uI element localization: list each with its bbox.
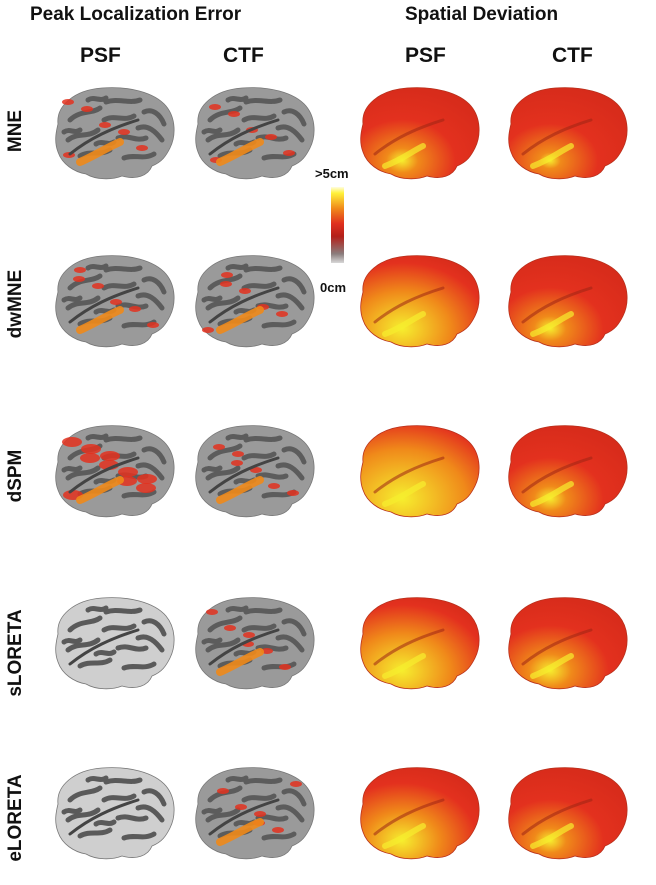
colorbar-max-label: >5cm (315, 166, 349, 181)
row-label-eloreta: eLORETA (5, 774, 26, 862)
brain-map-dwmne-spatial-deviation-ctf (493, 248, 633, 352)
brain-map-mne-peak-localization-error-psf (40, 80, 180, 184)
colorbar (331, 187, 344, 263)
row-label-sloreta: sLORETA (5, 609, 26, 697)
colorbar-min-label: 0cm (320, 280, 347, 295)
row-label-dwmne: dwMNE (5, 269, 26, 339)
brain-map-mne-spatial-deviation-psf (345, 80, 485, 184)
brain-map-dspm-spatial-deviation-psf (345, 418, 485, 522)
brain-map-dspm-peak-localization-error-ctf (180, 418, 320, 522)
brain-map-eloreta-spatial-deviation-psf (345, 760, 485, 864)
brain-map-mne-spatial-deviation-ctf (493, 80, 633, 184)
column-header-ple-ctf: CTF (223, 44, 264, 67)
column-header-ple-psf: PSF (80, 44, 121, 67)
brain-map-eloreta-peak-localization-error-ctf (180, 760, 320, 864)
row-label-dspm: dSPM (5, 449, 26, 503)
brain-map-dwmne-spatial-deviation-psf (345, 248, 485, 352)
group-title-peak-localization-error: Peak Localization Error (30, 4, 242, 25)
brain-map-sloreta-peak-localization-error-psf (40, 590, 180, 694)
group-title-spatial-deviation: Spatial Deviation (405, 4, 559, 25)
brain-map-dspm-peak-localization-error-psf (40, 418, 180, 522)
column-header-sd-psf: PSF (405, 44, 446, 67)
brain-map-dspm-spatial-deviation-ctf (493, 418, 633, 522)
brain-map-eloreta-spatial-deviation-ctf (493, 760, 633, 864)
brain-map-eloreta-peak-localization-error-psf (40, 760, 180, 864)
brain-map-sloreta-spatial-deviation-psf (345, 590, 485, 694)
brain-map-dwmne-peak-localization-error-psf (40, 248, 180, 352)
brain-map-sloreta-peak-localization-error-ctf (180, 590, 320, 694)
brain-map-mne-peak-localization-error-ctf (180, 80, 320, 184)
row-label-mne: MNE (5, 109, 26, 153)
brain-map-sloreta-spatial-deviation-ctf (493, 590, 633, 694)
brain-map-dwmne-peak-localization-error-ctf (180, 248, 320, 352)
column-header-sd-ctf: CTF (552, 44, 593, 67)
